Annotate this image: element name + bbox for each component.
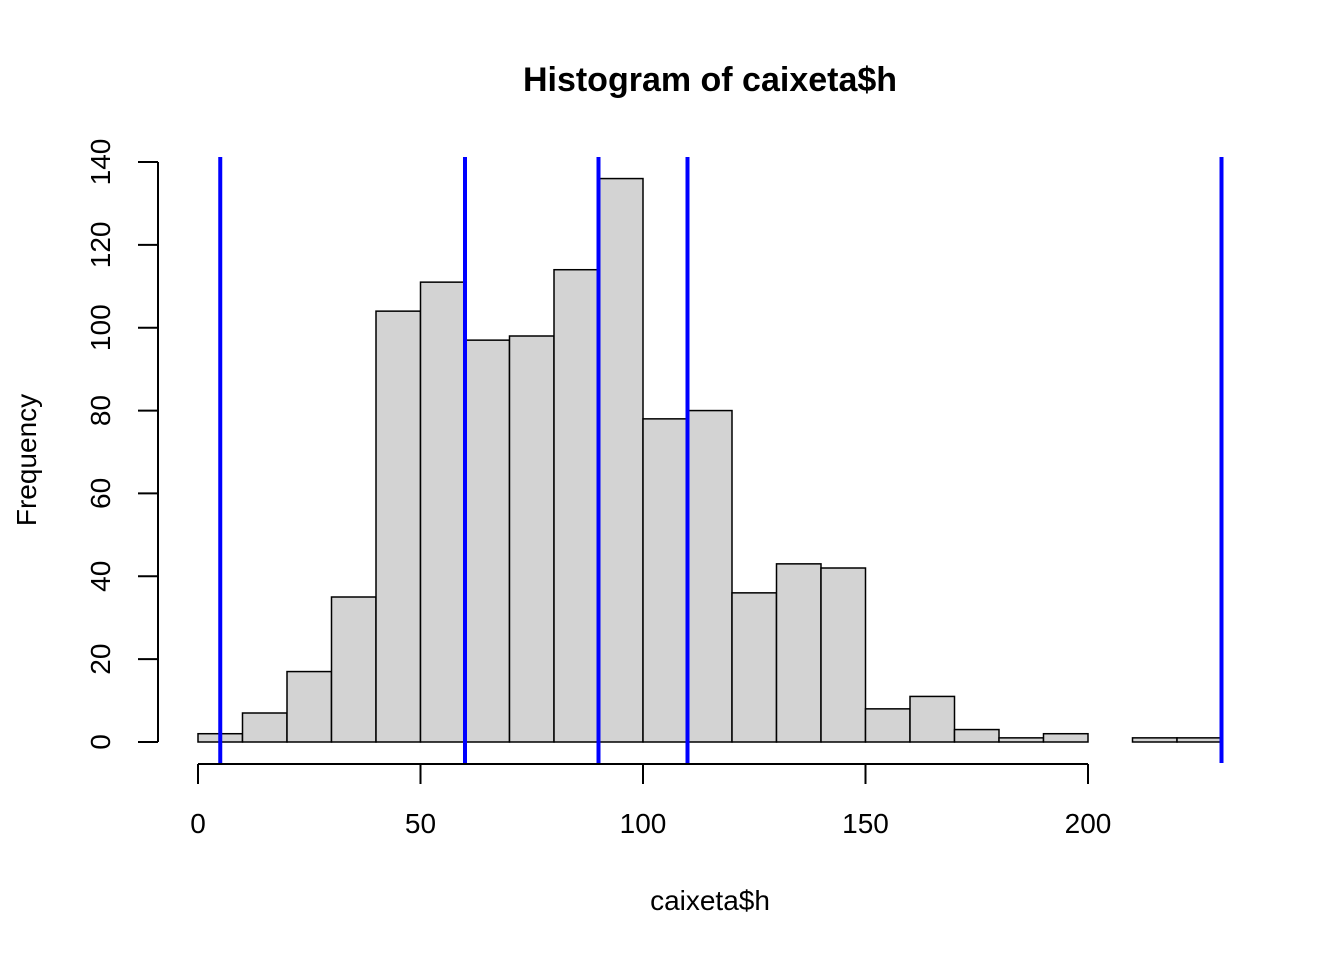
chart-title: Histogram of caixeta$h bbox=[523, 61, 897, 99]
x-tick-label: 50 bbox=[405, 808, 436, 839]
y-tick-label: 100 bbox=[85, 304, 116, 351]
y-tick-label: 80 bbox=[85, 395, 116, 426]
y-axis-label: Frequency bbox=[11, 394, 42, 526]
y-tick-label: 0 bbox=[85, 734, 116, 750]
histogram-bar bbox=[909, 695, 956, 743]
x-tick-label: 0 bbox=[190, 808, 206, 839]
x-axis: 0 50 100 150 200 bbox=[190, 763, 1112, 839]
histogram-bar bbox=[731, 592, 778, 743]
x-axis-label: caixeta$h bbox=[650, 885, 770, 916]
histogram-bar bbox=[419, 281, 466, 743]
histogram-bar bbox=[330, 596, 377, 743]
histogram-bar bbox=[597, 177, 644, 743]
y-tick-label: 140 bbox=[85, 139, 116, 186]
histogram-bar bbox=[998, 737, 1045, 743]
histogram-bar bbox=[1131, 737, 1178, 743]
x-tick-label: 150 bbox=[842, 808, 889, 839]
histogram-bar bbox=[775, 563, 822, 743]
histogram-bar bbox=[642, 418, 689, 743]
histogram-bar bbox=[553, 268, 600, 743]
histogram-bar bbox=[241, 712, 288, 743]
x-tick-label: 100 bbox=[620, 808, 667, 839]
histogram-bar bbox=[1042, 732, 1089, 743]
histogram-bar bbox=[864, 708, 911, 743]
y-tick-label: 20 bbox=[85, 644, 116, 675]
y-tick-label: 60 bbox=[85, 478, 116, 509]
histogram-bar bbox=[820, 567, 867, 743]
histogram-bar bbox=[286, 670, 333, 743]
histogram-bar bbox=[686, 409, 733, 743]
histogram-bar bbox=[953, 728, 1000, 743]
y-axis: 0 20 40 60 80 100 120 140 bbox=[85, 139, 159, 750]
bars-group bbox=[197, 177, 1223, 743]
histogram-bar bbox=[375, 310, 422, 743]
y-tick-label: 120 bbox=[85, 221, 116, 268]
x-tick-label: 200 bbox=[1065, 808, 1112, 839]
y-tick-label: 40 bbox=[85, 561, 116, 592]
histogram-bar bbox=[464, 339, 511, 743]
histogram-bar bbox=[508, 335, 555, 743]
histogram-bar bbox=[1176, 737, 1223, 743]
reference-lines-group bbox=[218, 157, 1224, 763]
